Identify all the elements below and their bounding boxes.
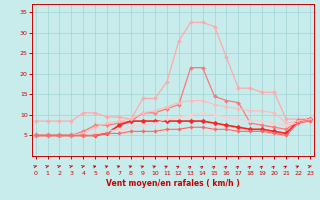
X-axis label: Vent moyen/en rafales ( km/h ): Vent moyen/en rafales ( km/h ) (106, 179, 240, 188)
